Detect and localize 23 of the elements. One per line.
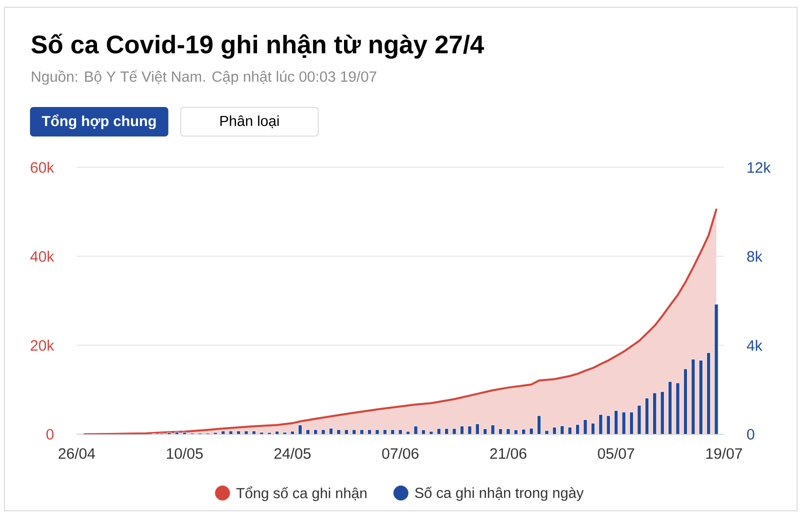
y2-tick-label: 0 (747, 428, 754, 440)
y2-tick-label: 4k (746, 340, 762, 351)
y2-tick-label: 8k (747, 250, 762, 262)
chart-title: Số ca Covid-19 ghi nhận từ ngày 27/4 (31, 34, 484, 59)
x-tick-label: 10/05 (166, 448, 203, 459)
legend-label: Tổng số ca ghi nhận (236, 486, 366, 502)
text: Phân loại (220, 115, 279, 128)
y-tick-label: 60k (30, 162, 54, 173)
text: Tổng hợp chung (42, 114, 156, 130)
x-tick-label: 07/06 (382, 448, 418, 459)
x-tick-label: 21/06 (490, 448, 526, 459)
bar (676, 382, 680, 434)
y2-tick-label: 12k (748, 162, 771, 173)
y-tick-label: 20k (30, 340, 54, 351)
chart-subtitle: Nguồn: Bộ Y Tế Việt Nam. Cập nhật lúc 00:03 19/07 (32, 70, 376, 85)
bar (637, 405, 642, 434)
x-tick-label: 24/05 (274, 448, 311, 459)
x-tick-label: 26/04 (58, 448, 96, 459)
y-tick-label: 40k (30, 250, 54, 262)
x-tick-label: 05/07 (598, 448, 634, 459)
y-tick-label: 0 (46, 428, 54, 440)
x-tick-label: 19/07 (706, 448, 742, 459)
legend-label: Số ca ghi nhận trong ngày (415, 486, 584, 501)
